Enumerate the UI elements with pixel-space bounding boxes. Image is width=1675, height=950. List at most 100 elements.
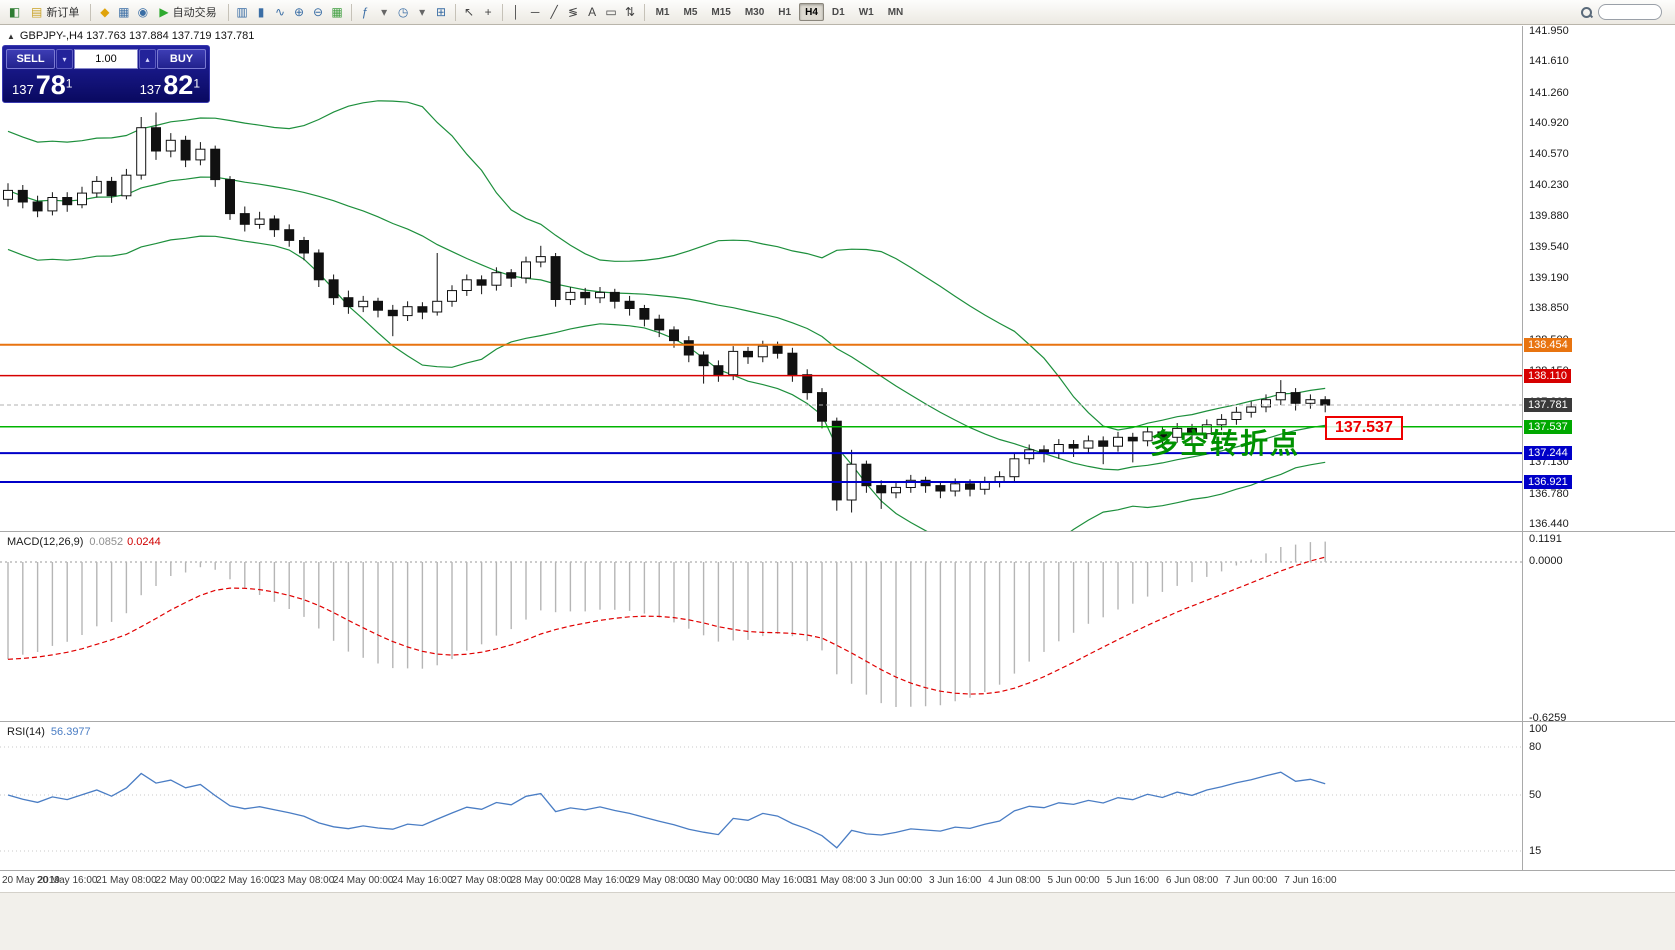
macd-axis-label: 0.0000 [1529, 555, 1563, 567]
price-badge: 138.110 [1524, 369, 1571, 383]
price-axis-label: 136.440 [1529, 518, 1569, 530]
tile-windows-icon[interactable]: ⊞ [436, 5, 447, 19]
price-axis-label: 140.920 [1529, 117, 1569, 129]
indicators-dropdown-icon[interactable]: ▾ [381, 5, 388, 19]
rsi-axis-label: 100 [1529, 723, 1548, 735]
volume-input[interactable] [74, 49, 138, 69]
search-input[interactable] [1598, 4, 1662, 20]
trendline-icon[interactable]: ╱ [550, 5, 558, 19]
periods-clock-icon[interactable]: ◷ [397, 5, 409, 19]
macd-signal-value: 0.0244 [127, 536, 161, 548]
timeframe-w1[interactable]: W1 [858, 6, 874, 18]
auto-trading-button[interactable]: ▶ 自动交易 [152, 2, 223, 22]
bar-chart-icon[interactable]: ▥ [236, 5, 248, 19]
rsi-label: RSI(14) 56.3977 [7, 726, 91, 738]
time-axis-label: 21 May 08:00 [96, 875, 157, 886]
new-order-button[interactable]: ▤ 新订单 [24, 2, 86, 22]
timeframe-m30[interactable]: M30 [744, 6, 765, 18]
candlestick-chart[interactable] [0, 26, 1522, 531]
price-badge: 137.244 [1524, 446, 1572, 460]
indicators-icon[interactable]: ƒ [361, 5, 369, 19]
line-chart-icon[interactable]: ∿ [275, 5, 286, 19]
price-badge: 138.454 [1524, 338, 1572, 352]
main-toolbar: ◧ ▤ 新订单 ◆ ▦ ◉ ▶ 自动交易 ▥ ▮ ∿ ⊕ ⊖ ▦ ƒ ▾ ◷ ▾ ⊞ ↖ + │ ─ ╱ ≶ A ▭ ⇅ M1 M5 M1… [0, 0, 1675, 25]
timeframe-m5[interactable]: M5 [683, 6, 698, 18]
crosshair-icon[interactable]: + [484, 5, 492, 19]
timeframe-m15[interactable]: M15 [711, 6, 731, 18]
time-axis-label: 29 May 08:00 [628, 875, 690, 886]
navigator-icon[interactable]: ◉ [137, 5, 149, 19]
rsi-panel[interactable]: RSI(14) 56.3977 [0, 722, 1522, 870]
candle-chart-icon[interactable]: ▮ [257, 5, 265, 19]
time-axis-label: 23 May 08:00 [273, 875, 335, 886]
time-axis-label: 5 Jun 16:00 [1106, 875, 1159, 886]
new-order-label: 新订单 [46, 7, 80, 19]
time-axis-label: 3 Jun 16:00 [929, 875, 982, 886]
price-axis-label: 136.780 [1529, 488, 1569, 500]
macd-panel[interactable]: MACD(12,26,9) 0.0852 0.0244 [0, 532, 1522, 721]
panel-divider[interactable] [0, 721, 1675, 722]
price-axis-label: 141.260 [1529, 87, 1569, 99]
price-axis-label: 138.850 [1529, 302, 1569, 314]
volume-increase-button[interactable]: ▴ [139, 49, 156, 69]
time-axis-label: 27 May 08:00 [451, 875, 512, 886]
time-axis-label: 3 Jun 00:00 [869, 875, 923, 886]
window-bottom-area [0, 892, 1675, 950]
zoom-out-icon[interactable]: ⊖ [313, 5, 324, 19]
volume-decrease-button[interactable]: ▾ [56, 49, 73, 69]
grid-icon[interactable]: ▦ [331, 5, 343, 19]
price-axis-label: 140.570 [1529, 148, 1569, 160]
sell-button[interactable]: SELL [6, 49, 55, 69]
fibonacci-icon[interactable]: ≶ [568, 5, 579, 19]
shapes-icon[interactable]: ▭ [605, 5, 617, 19]
zoom-in-icon[interactable]: ⊕ [294, 5, 305, 19]
toolbar-separator [454, 3, 456, 21]
horizontal-line-icon[interactable]: ─ [530, 5, 540, 19]
time-axis-label: 20 May 2019 [2, 875, 60, 886]
toolbar-separator [350, 3, 352, 21]
panel-divider[interactable] [0, 870, 1675, 871]
market-watch-icon[interactable]: ▦ [118, 5, 130, 19]
macd-chart [0, 541, 1522, 707]
price-axis[interactable]: 141.950 141.610 141.260 140.920 140.570 140.2… [1522, 25, 1675, 870]
timeframe-h4[interactable]: H4 [799, 3, 824, 21]
macd-axis-label: 0.1191 [1529, 533, 1562, 545]
collapse-panel-icon[interactable]: ▲ [7, 31, 15, 41]
time-axis-label: 22 May 16:00 [214, 875, 276, 886]
panel-divider[interactable] [0, 531, 1675, 532]
time-axis[interactable]: 20 May 2019 20 May 16:00 21 May 08:00 22 Ma… [0, 871, 1675, 892]
time-axis-label: 7 Jun 00:00 [1225, 875, 1278, 886]
arrows-icon[interactable]: ⇅ [625, 5, 636, 19]
rsi-chart [0, 746, 1522, 852]
price-chart-panel[interactable]: ▲ GBPJPY-,H4 137.763 137.884 137.719 137… [0, 26, 1522, 531]
rsi-value: 56.3977 [50, 726, 91, 738]
auto-trading-icon: ▶ [159, 5, 169, 19]
timeframe-d1[interactable]: D1 [831, 6, 845, 18]
rsi-axis-label: 50 [1529, 789, 1542, 801]
vertical-line-icon[interactable]: │ [512, 5, 520, 19]
price-alert-label: 137.537 [1325, 416, 1403, 440]
text-icon[interactable]: A [588, 5, 597, 19]
symbol-info: ▲ GBPJPY-,H4 137.763 137.884 137.719 137… [7, 30, 254, 42]
periods-dropdown-icon[interactable]: ▾ [419, 5, 426, 19]
ask-price: 137821 [139, 70, 200, 100]
one-click-trading-panel: SELL ▾ ▴ BUY 137781 137821 [2, 45, 210, 103]
app-icon[interactable]: ◧ [8, 5, 21, 19]
auto-trading-label: 自动交易 [172, 7, 217, 19]
price-axis-label: 139.540 [1529, 241, 1569, 253]
cursor-icon[interactable]: ↖ [464, 5, 475, 19]
buy-button[interactable]: BUY [157, 49, 206, 69]
timeframe-m1[interactable]: M1 [655, 6, 670, 18]
time-axis-label: 7 Jun 16:00 [1284, 875, 1337, 886]
search-icon[interactable] [1580, 6, 1593, 19]
timeframe-h1[interactable]: H1 [778, 6, 792, 18]
turning-point-annotation: 多空转折点 [1150, 428, 1301, 459]
time-axis-label: 6 Jun 08:00 [1165, 875, 1219, 886]
price-badge: 137.537 [1524, 420, 1572, 434]
timeframe-group: M1 M5 M15 M30 H1 H4 D1 W1 MN [649, 0, 911, 25]
time-axis-label: 28 May 16:00 [569, 875, 631, 886]
timeframe-mn[interactable]: MN [887, 6, 904, 18]
metaeditor-icon[interactable]: ◆ [100, 5, 110, 19]
macd-label: MACD(12,26,9) 0.0852 0.0244 [7, 536, 161, 548]
